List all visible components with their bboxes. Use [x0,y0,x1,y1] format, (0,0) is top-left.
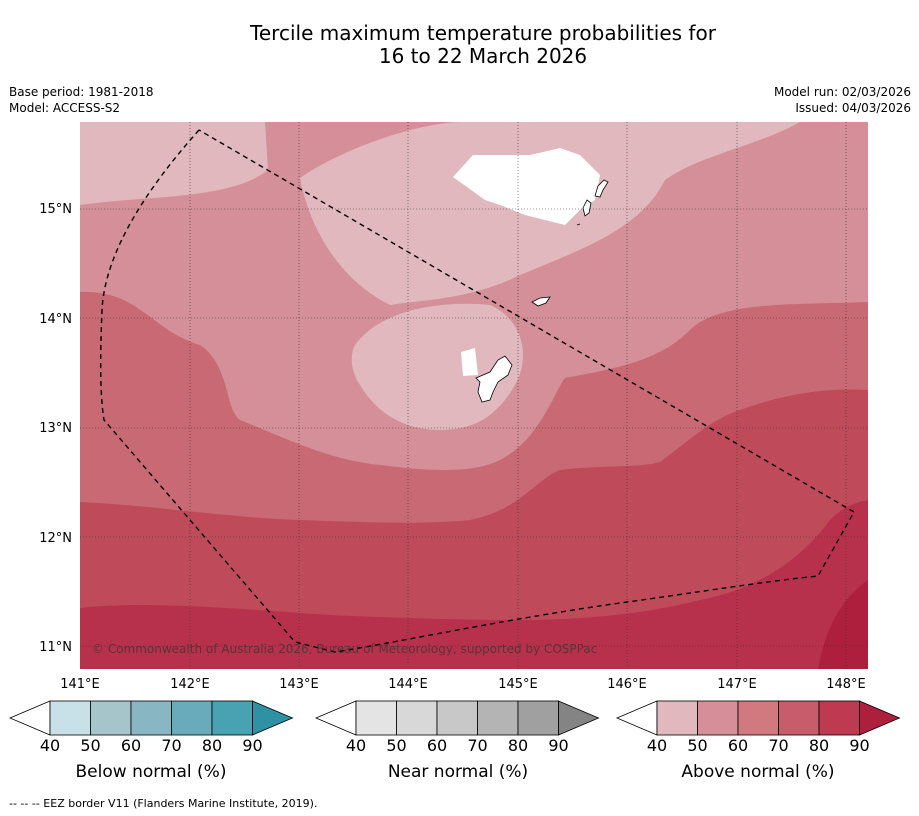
colorbar-below-low-extend [8,700,51,736]
colorbar-near-tick-50: 50 [386,736,406,755]
chart-title: Tercile maximum temperature probabilitie… [0,22,919,68]
colorbar-near-tick-60: 60 [427,736,447,755]
colorbar-near-segment-3 [477,700,519,736]
colorbar-below-segment-4 [211,700,253,736]
lon-label-144: 144°E [388,677,428,692]
gridlines [80,122,868,669]
lon-label-145: 145°E [498,677,538,692]
no-data-guam [461,348,478,376]
colorbar-below-tick-60: 60 [121,736,141,755]
colorbar-below-segment-1 [90,700,132,736]
lat-label-14: 14°N [39,312,72,327]
contour-90 [818,580,868,669]
colorbar-below-segment-0 [49,700,91,736]
colorbar-near-segment-1 [396,700,438,736]
title-line-2: 16 to 22 March 2026 [378,44,588,68]
contour-80 [80,500,868,669]
aguijan-island [576,223,581,226]
lat-label-12: 12°N [39,531,72,546]
colorbar-near-high-extend [558,700,600,736]
colorbar-above-high-extend [859,700,901,736]
colorbar-below-tick-90: 90 [242,736,262,755]
colorbar-above-segment-2 [737,700,779,736]
rota-island [531,296,551,307]
lon-label-146: 146°E [607,677,647,692]
colorbar-near-segment-4 [517,700,559,736]
base-period: Base period: 1981-2018 [9,85,154,99]
colorbar-below-tick-80: 80 [202,736,222,755]
colorbar-below-segment-3 [171,700,213,736]
colorbar-above-segment-4 [818,700,860,736]
colorbar-below-segment-2 [130,700,172,736]
colorbar-label-above: Above normal (%) [681,762,835,782]
lon-label-143: 143°E [279,677,319,692]
lat-label-15: 15°N [39,202,72,217]
lat-label-13: 13°N [39,421,72,436]
colorbar-above-low-extend [615,700,658,736]
colorbar-below-tick-40: 40 [40,736,60,755]
lat-label-11: 11°N [39,640,72,655]
colorbar-near-segment-0 [355,700,397,736]
no-data-region [453,148,600,225]
colorbar-below-tick-50: 50 [80,736,100,755]
colorbars: 40 50 60 70 80 90 40 50 60 70 80 90 40 50 60 70 80 90 [8,700,901,755]
lon-label-141: 141°E [60,677,100,692]
lon-label-142: 142°E [170,677,210,692]
colorbar-below-tick-70: 70 [161,736,181,755]
contour-70 [80,389,868,669]
colorbar-near-segment-2 [436,700,478,736]
colorbar-above-segment-0 [656,700,698,736]
colorbar-above-tick-90: 90 [849,736,869,755]
eez-border [100,129,855,653]
islands [475,179,609,403]
colorbar-above-tick-60: 60 [728,736,748,755]
lon-label-147: 147°E [717,677,757,692]
colorbar-above-segment-3 [778,700,820,736]
colorbar-below-high-extend [252,700,294,736]
colorbar-label-near: Near normal (%) [387,762,529,782]
tinian-island [582,199,592,217]
model-run: Model run: 02/03/2026 [773,85,911,99]
footer-note: -- -- -- EEZ border V11 (Flanders Marine… [9,797,318,810]
saipan-island [594,179,609,198]
issued-date: Issued: 04/03/2026 [795,101,911,115]
colorbar-above-segment-1 [697,700,739,736]
title-line-1: Tercile maximum temperature probabilitie… [250,21,716,45]
lon-axis: 141°E 142°E 143°E 144°E 145°E 146°E 147°… [60,677,866,692]
meta-right: Model run: 02/03/2026 Issued: 04/03/2026 [774,84,911,116]
copyright-watermark: © Commonwealth of Australia 2026, Bureau… [92,642,597,656]
colorbar-near-tick-80: 80 [508,736,528,755]
colorbar-near-tick-40: 40 [346,736,366,755]
colorbar-near-low-extend [314,700,357,736]
colorbar-above-tick-80: 80 [809,736,829,755]
colorbar-near-tick-70: 70 [467,736,487,755]
guam-island [475,355,513,403]
lat-axis: 15°N 14°N 13°N 12°N 11°N [39,202,72,655]
colorbar-near-tick-90: 90 [548,736,568,755]
model-name: Model: ACCESS-S2 [9,101,121,115]
probability-contours [80,122,868,669]
colorbar-above-tick-70: 70 [768,736,788,755]
lon-label-148: 148°E [826,677,866,692]
colorbar-above-tick-40: 40 [647,736,667,755]
colorbar-above-tick-50: 50 [687,736,707,755]
colorbar-label-below: Below normal (%) [75,762,227,782]
meta-left: Base period: 1981-2018 Model: ACCESS-S2 [9,84,154,116]
